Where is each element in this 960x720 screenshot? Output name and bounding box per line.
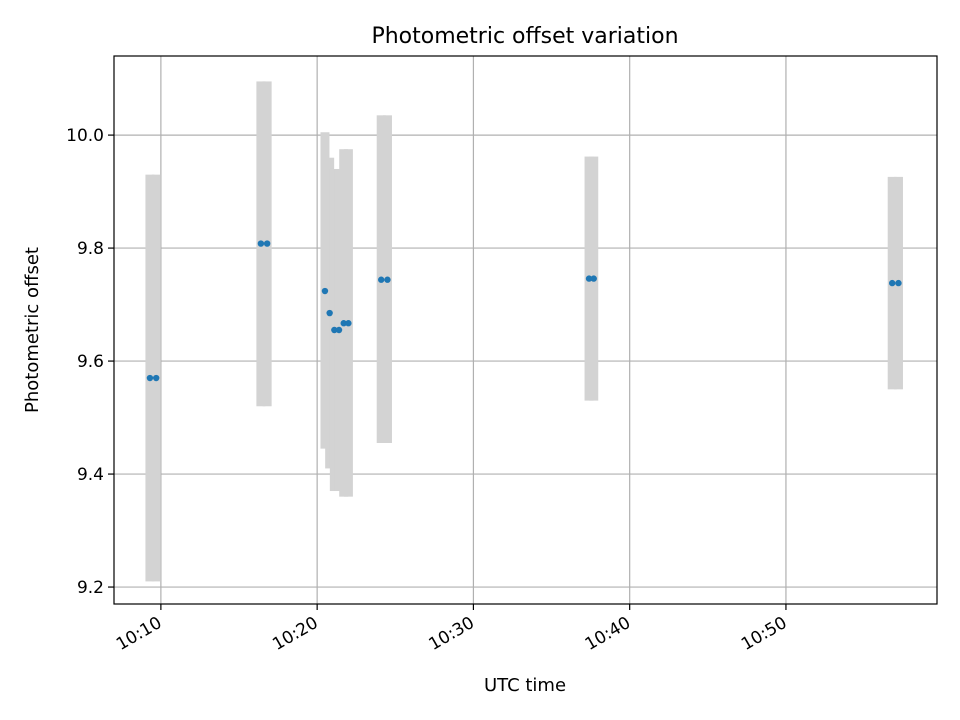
plot-frame	[113, 55, 938, 605]
data-point	[321, 287, 329, 295]
data-point	[345, 320, 352, 327]
data-point	[585, 275, 593, 282]
x-axis-ticks: 10:10 10:20 10:30 10:40 10:50	[113, 604, 790, 655]
data-point	[335, 326, 343, 334]
data-point	[895, 279, 902, 287]
data-point	[331, 326, 338, 334]
data-point	[146, 374, 154, 382]
data-point	[263, 240, 271, 247]
x-tick-label: 10:30	[425, 613, 477, 655]
data-point	[378, 276, 385, 283]
x-tick-label: 10:50	[738, 613, 790, 655]
x-axis-label: UTC time	[484, 675, 566, 696]
data-point	[889, 279, 896, 287]
y-tick-label: 9.8	[77, 239, 104, 259]
y-tick-label: 9.2	[77, 578, 104, 598]
data-point	[152, 374, 160, 382]
data-point	[590, 275, 597, 282]
y-axis-ticks: 9.2 9.4 9.6 9.8 10.0	[66, 126, 114, 598]
data-points	[146, 240, 902, 382]
error-bars	[145, 81, 903, 582]
y-tick-label: 9.4	[77, 465, 104, 485]
data-point	[384, 276, 391, 283]
x-tick-label: 10:40	[582, 613, 634, 655]
y-axis-label: Photometric offset	[22, 247, 43, 413]
data-point	[326, 309, 333, 317]
y-tick-label: 9.6	[77, 352, 104, 372]
data-point	[340, 320, 347, 327]
x-tick-label: 10:10	[113, 613, 165, 655]
x-tick-label: 10:20	[269, 613, 321, 655]
grid	[114, 56, 937, 604]
y-tick-label: 10.0	[66, 126, 104, 146]
data-point	[257, 240, 265, 247]
chart-title: Photometric offset variation	[371, 24, 678, 49]
